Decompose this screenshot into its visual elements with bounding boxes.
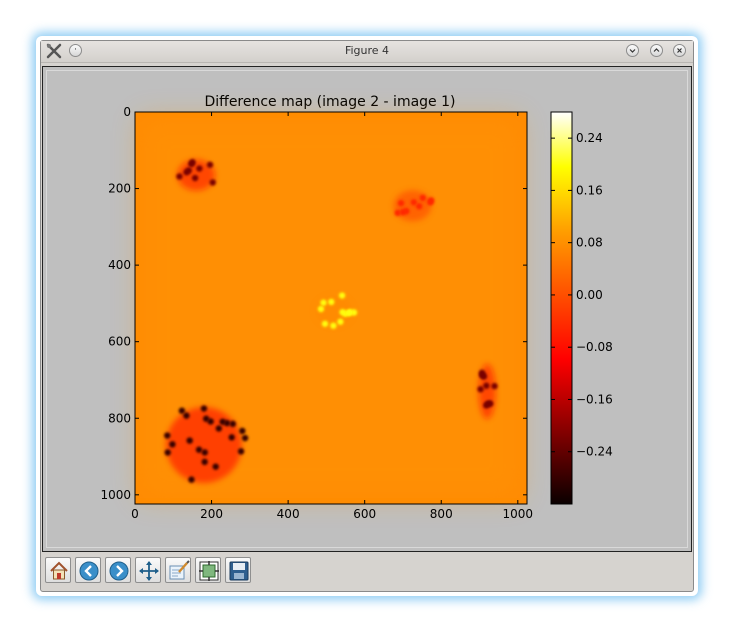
window-menu-button[interactable]: · xyxy=(69,44,82,57)
back-button[interactable] xyxy=(75,557,101,583)
close-icon xyxy=(677,48,682,53)
title-bar[interactable]: · Figure 4 xyxy=(41,41,693,63)
minimize-button[interactable] xyxy=(626,44,639,57)
app-icon xyxy=(46,43,62,59)
back-icon xyxy=(79,561,99,581)
save-button[interactable] xyxy=(225,557,251,583)
home-button[interactable] xyxy=(45,557,71,583)
zoom-button[interactable] xyxy=(165,557,191,583)
subplots-button[interactable] xyxy=(195,557,221,583)
forward-button[interactable] xyxy=(105,557,131,583)
zoom-rect-icon xyxy=(169,560,190,580)
pan-button[interactable] xyxy=(135,557,161,583)
window-title: Figure 4 xyxy=(344,44,390,57)
pan-icon xyxy=(139,561,159,581)
chevron-down-icon xyxy=(629,49,636,53)
figure-canvas[interactable] xyxy=(42,66,692,552)
chevron-up-icon xyxy=(653,48,660,52)
canvas-border xyxy=(46,70,688,548)
subplots-icon xyxy=(199,561,219,581)
forward-icon xyxy=(109,561,129,581)
close-button[interactable] xyxy=(673,44,686,57)
maximize-button[interactable] xyxy=(650,44,663,57)
figure-window: · Figure 4 xyxy=(40,40,694,592)
home-icon xyxy=(50,561,68,580)
save-icon xyxy=(229,561,249,581)
